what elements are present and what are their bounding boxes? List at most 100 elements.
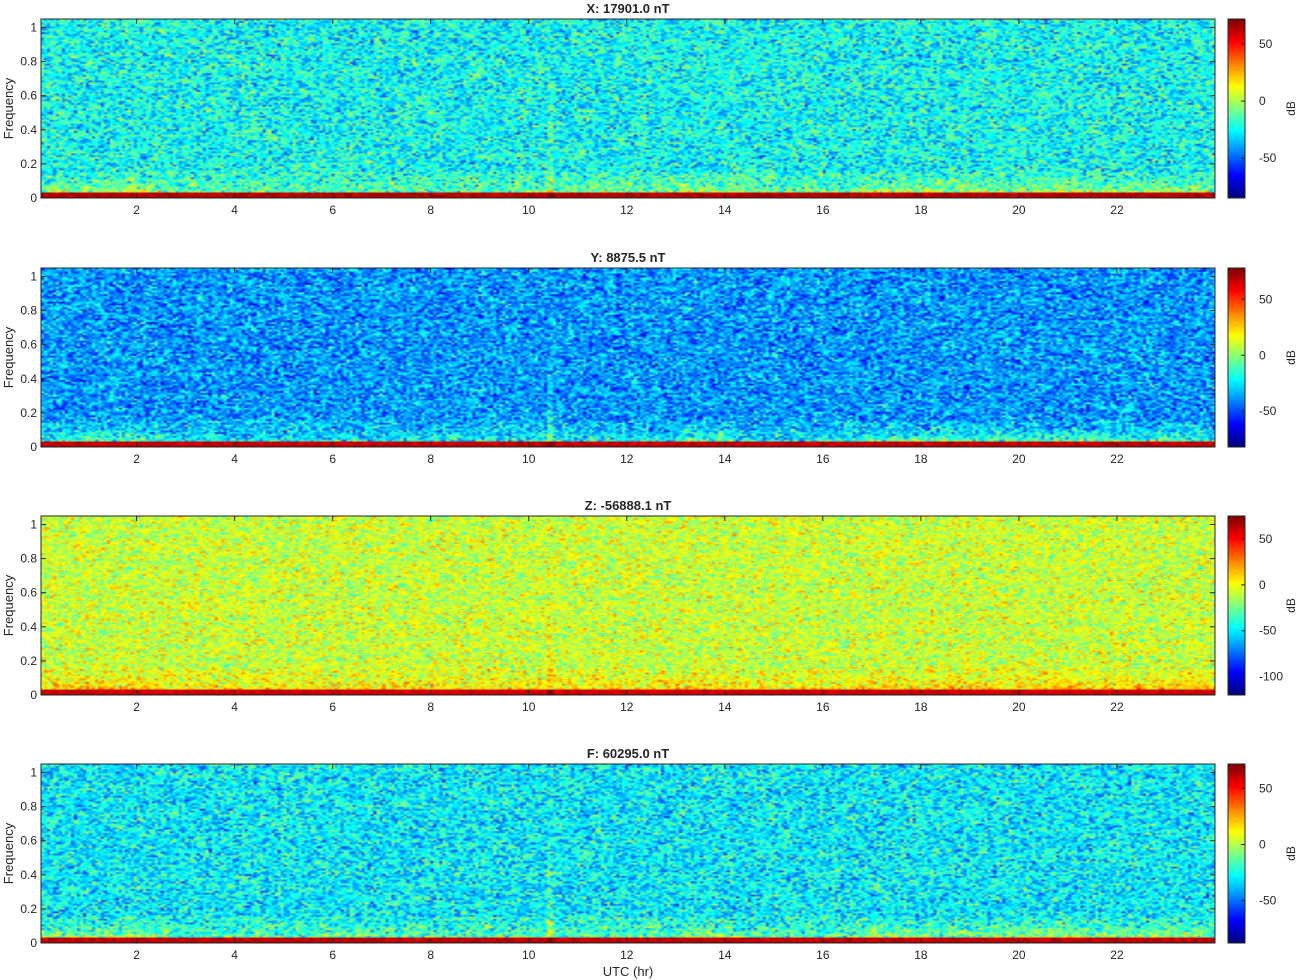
colorbar-label: dB (1284, 101, 1298, 116)
spectrogram-image (41, 764, 1215, 943)
colorbar-tick-label: -50 (1259, 404, 1277, 418)
colorbar-box (1227, 515, 1246, 696)
y-tick-label: 0.2 (20, 654, 37, 668)
colorbar-gradient (1228, 764, 1245, 943)
colorbar-gradient (1228, 268, 1245, 447)
colorbar-tick-label: 0 (1259, 94, 1266, 108)
colorbar-label: dB (1284, 350, 1298, 365)
panel-title: Z: -56888.1 nT (585, 498, 672, 513)
x-tick-label: 16 (816, 452, 830, 466)
panel-title: F: 60295.0 nT (587, 746, 669, 761)
y-tick-label: 0.4 (20, 123, 37, 137)
x-tick-label: 20 (1012, 948, 1026, 962)
x-tick-label: 14 (718, 203, 732, 217)
x-tick-label: 16 (816, 700, 830, 714)
x-tick-label: 14 (718, 700, 732, 714)
x-tick-label: 4 (231, 452, 238, 466)
y-tick-label: 0.6 (20, 89, 37, 103)
axes-box (40, 18, 1216, 199)
panel-1: X: 17901.0 nT2 4 6 8 10 12 14 16 18 20 2200.20.40.… (1, 1, 1298, 217)
spectrogram-image (41, 19, 1215, 198)
x-tick-label: 6 (329, 203, 336, 217)
colorbar-label: dB (1284, 846, 1298, 861)
x-tick-label: 2 (133, 452, 140, 466)
colorbar-box (1227, 18, 1246, 199)
x-tick-label: 2 (133, 203, 140, 217)
y-axis-label: Frequency (1, 326, 16, 388)
panel-title: Y: 8875.5 nT (591, 250, 666, 265)
panel-2: Y: 8875.5 nT2 4 6 8 10 12 14 16 18 20 2200.20.40.6… (1, 250, 1298, 466)
colorbar-tick-label: 50 (1259, 782, 1273, 796)
colorbar-tick-label: -50 (1259, 151, 1277, 165)
y-tick-label: 0.4 (20, 868, 37, 882)
y-axis-label: Frequency (1, 822, 16, 884)
colorbar-gradient (1228, 516, 1245, 695)
y-tick-label: 0 (30, 936, 37, 950)
x-tick-label: 20 (1012, 700, 1026, 714)
colorbar: -50 0 50 dB (1227, 763, 1298, 944)
x-tick-label: 12 (620, 452, 634, 466)
x-tick-label: 10 (522, 700, 536, 714)
x-tick-label: 20 (1012, 452, 1026, 466)
panel-title: X: 17901.0 nT (586, 1, 669, 16)
x-tick-label: 6 (329, 948, 336, 962)
x-tick-label: 12 (620, 203, 634, 217)
y-tick-label: 0.2 (20, 902, 37, 916)
panel-3: Z: -56888.1 nT2 4 6 8 10 12 14 16 18 20 2200.20.40… (1, 498, 1298, 714)
y-tick-label: 1 (30, 21, 37, 35)
y-tick-label: 0.2 (20, 157, 37, 171)
y-tick-label: 0 (30, 191, 37, 205)
x-tick-label: 4 (231, 948, 238, 962)
x-tick-label: 18 (914, 948, 928, 962)
colorbar-tick-label: 50 (1259, 292, 1273, 306)
colorbar-label: dB (1284, 598, 1298, 613)
colorbar-tick-label: -100 (1259, 670, 1283, 684)
colorbar: -100 -50 0 50 dB (1227, 515, 1298, 696)
y-axis-label: Frequency (1, 574, 16, 636)
x-tick-label: 8 (427, 203, 434, 217)
y-tick-label: 0.6 (20, 586, 37, 600)
x-tick-label: 4 (231, 700, 238, 714)
x-tick-label: 22 (1110, 203, 1124, 217)
colorbar-tick-label: -50 (1259, 624, 1277, 638)
x-tick-label: 2 (133, 948, 140, 962)
x-tick-label: 18 (914, 203, 928, 217)
x-tick-label: 12 (620, 948, 634, 962)
spectrogram-image (41, 516, 1215, 695)
axes-box (40, 267, 1216, 448)
x-tick-label: 14 (718, 948, 732, 962)
x-tick-label: 20 (1012, 203, 1026, 217)
y-tick-label: 0.8 (20, 800, 37, 814)
x-tick-label: 22 (1110, 948, 1124, 962)
x-tick-label: 18 (914, 452, 928, 466)
y-tick-label: 0.8 (20, 552, 37, 566)
x-tick-label: 2 (133, 700, 140, 714)
colorbar-tick-label: 0 (1259, 348, 1266, 362)
panel-4: F: 60295.0 nT2 4 6 8 10 12 14 16 18 20 2200.20.40.… (1, 746, 1298, 962)
x-tick-label: 18 (914, 700, 928, 714)
y-tick-label: 1 (30, 766, 37, 780)
y-tick-label: 0.8 (20, 304, 37, 318)
x-tick-label: 4 (231, 203, 238, 217)
colorbar-tick-label: 50 (1259, 532, 1273, 546)
x-tick-label: 12 (620, 700, 634, 714)
y-tick-label: 0.6 (20, 338, 37, 352)
colorbar-tick-label: 50 (1259, 37, 1273, 51)
colorbar-tick-label: 0 (1259, 838, 1266, 852)
x-tick-label: 16 (816, 203, 830, 217)
y-tick-label: 0 (30, 440, 37, 454)
y-tick-label: 0 (30, 688, 37, 702)
x-tick-label: 14 (718, 452, 732, 466)
x-tick-label: 10 (522, 203, 536, 217)
x-tick-label: 8 (427, 700, 434, 714)
colorbar-tick-label: 0 (1259, 578, 1266, 592)
colorbar-box (1227, 763, 1246, 944)
y-tick-label: 0.4 (20, 620, 37, 634)
y-tick-label: 1 (30, 518, 37, 532)
colorbar-gradient (1228, 19, 1245, 198)
axes-box (40, 515, 1216, 696)
spectrogram-image (41, 268, 1215, 447)
colorbar: -50 0 50 dB (1227, 18, 1298, 199)
x-tick-label: 10 (522, 948, 536, 962)
colorbar-tick-label: -50 (1259, 893, 1277, 907)
